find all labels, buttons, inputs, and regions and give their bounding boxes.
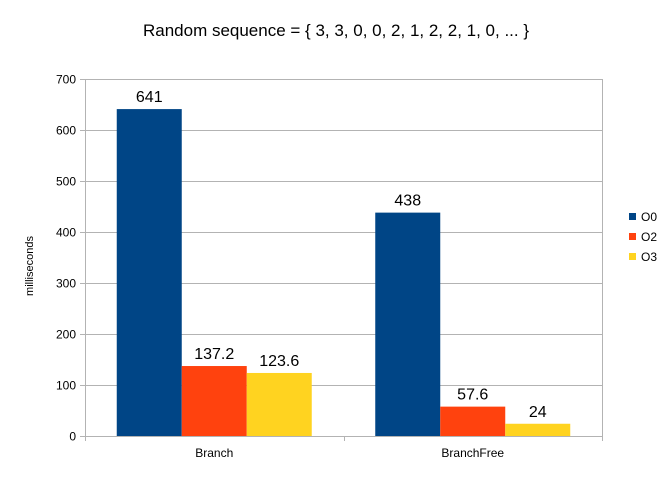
data-label: 57.6	[457, 387, 488, 404]
bar-O2-BranchFree	[440, 406, 506, 436]
x-tick-label: Branch	[195, 446, 233, 460]
axes: 0 100 200 300 400 500 600 700 Branch BranchFree	[56, 73, 603, 460]
legend-label: O3	[641, 250, 657, 264]
y-tick-label: 400	[56, 226, 76, 240]
y-tick-label: 500	[56, 175, 76, 189]
data-label: 123.6	[259, 353, 299, 370]
legend-label: O0	[641, 210, 657, 224]
bars	[116, 109, 571, 436]
y-tick-label: 600	[56, 124, 76, 138]
bar-O3-Branch	[246, 372, 312, 436]
legend: O0 O2 O3	[629, 210, 657, 264]
data-label: 438	[394, 193, 421, 210]
y-tick-label: 100	[56, 379, 76, 393]
bar-O0-Branch	[116, 109, 182, 436]
legend-label: O2	[641, 230, 657, 244]
data-label: 24	[529, 404, 547, 421]
data-label: 137.2	[194, 346, 234, 363]
bar-O3-BranchFree	[505, 423, 571, 436]
chart-title: Random sequence = { 3, 3, 0, 0, 2, 1, 2,…	[143, 21, 529, 40]
y-axis-label: milliseconds	[24, 236, 36, 296]
y-tick-label: 700	[56, 73, 76, 87]
legend-swatch-O2	[629, 233, 636, 240]
y-tick-label: 300	[56, 277, 76, 291]
data-label: 641	[136, 89, 163, 106]
y-tick-label: 0	[69, 430, 76, 444]
legend-swatch-O0	[629, 213, 636, 220]
bar-O2-Branch	[181, 366, 247, 436]
y-tick-label: 200	[56, 328, 76, 342]
data-labels: 641 137.2 123.6 438 57.6 24	[136, 89, 547, 421]
bar-O0-BranchFree	[375, 212, 441, 436]
x-tick-label: BranchFree	[441, 446, 504, 460]
legend-swatch-O3	[629, 253, 636, 260]
